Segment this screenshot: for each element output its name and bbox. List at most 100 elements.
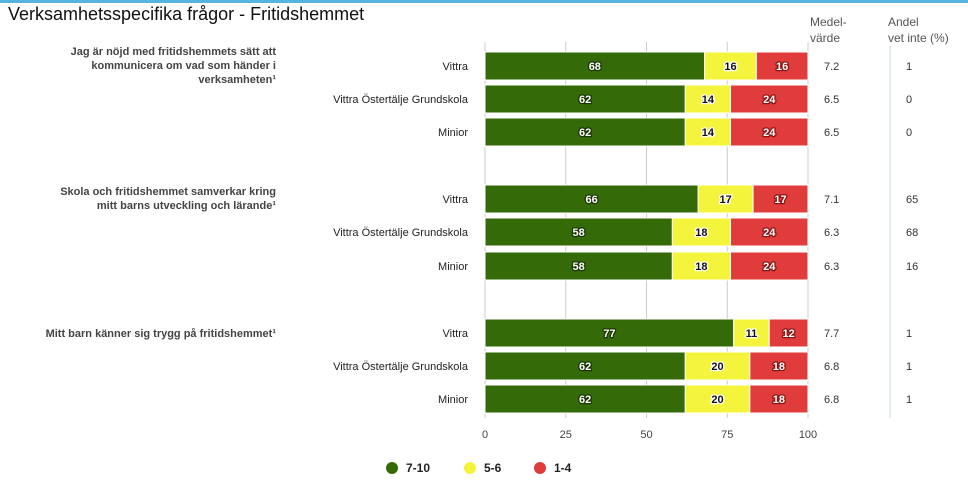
bar-segment-low	[752, 184, 809, 214]
group-label: Minior	[438, 394, 468, 406]
bar-value-label: 62	[579, 394, 591, 406]
dont-know-value: 0	[906, 94, 912, 106]
bar-segment-low	[749, 384, 809, 414]
mean-value: 6.3	[824, 227, 839, 239]
dont-know-value: 0	[906, 127, 912, 139]
group-label: Vittra	[443, 328, 469, 340]
bar-value-label: 62	[579, 361, 591, 373]
dont-know-value: 68	[906, 227, 918, 239]
dont-know-value: 1	[906, 61, 912, 73]
bar-segment-high	[484, 117, 686, 147]
dont-know-header-line-1: Andel	[888, 15, 919, 29]
bar-segment-mid	[697, 184, 754, 214]
question-text-line: Mitt barn känner sig trygg på fritidshem…	[46, 328, 277, 340]
x-tick-label: 0	[482, 429, 488, 441]
bar-segment-high	[484, 251, 673, 281]
bar-segment-low	[729, 217, 809, 247]
mean-value: 7.7	[824, 328, 839, 340]
dont-know-value: 1	[906, 394, 912, 406]
legend-label: 5-6	[484, 461, 502, 475]
mean-value: 7.2	[824, 61, 839, 73]
x-tick-label: 25	[560, 429, 572, 441]
bar-value-label: 18	[695, 227, 707, 239]
bar-segment-high	[484, 351, 686, 381]
bar-segment-high	[484, 84, 686, 114]
mean-header-line-1: Medel-	[810, 15, 847, 29]
group-label: Vittra	[443, 61, 469, 73]
group-label: Vittra Östertälje Grundskola	[333, 94, 469, 106]
mean-value: 6.5	[824, 94, 839, 106]
bar-value-label: 24	[763, 227, 776, 239]
question-text-line: Jag är nöjd med fritidshemmets sätt att	[71, 46, 277, 58]
bar-segment-high	[484, 184, 699, 214]
dont-know-header-line-2: vet inte (%)	[888, 31, 949, 45]
bar-value-label: 11	[746, 328, 758, 340]
question-text-line: kommunicera om vad som händer i	[91, 60, 276, 72]
bar-value-label: 18	[695, 261, 707, 273]
page-title: Verksamhetsspecifika frågor - Fritidshem…	[8, 4, 365, 24]
bar-value-label: 14	[702, 127, 715, 139]
bar-segment-low	[768, 318, 809, 348]
mean-column-header: Medel- värde	[810, 14, 847, 46]
dont-know-value: 1	[906, 361, 912, 373]
group-label: Vittra Östertälje Grundskola	[333, 227, 469, 239]
bar-value-label: 24	[763, 127, 776, 139]
dont-know-value: 16	[906, 261, 918, 273]
mean-value: 7.1	[824, 194, 839, 206]
bar-value-label: 16	[724, 61, 736, 73]
mean-value: 6.8	[824, 361, 839, 373]
mean-value: 6.8	[824, 394, 839, 406]
x-tick-label: 50	[640, 429, 652, 441]
group-label: Vittra	[443, 194, 469, 206]
bar-value-label: 18	[773, 394, 785, 406]
bar-segment-low	[729, 251, 809, 281]
bar-segment-mid	[684, 384, 751, 414]
bar-value-label: 58	[573, 261, 585, 273]
x-tick-label: 75	[721, 429, 733, 441]
bar-value-label: 66	[585, 194, 597, 206]
question-text-line: mitt barns utveckling och lärande¹	[97, 200, 276, 212]
dont-know-column-header: Andel vet inte (%)	[888, 14, 949, 46]
bar-segment-low	[755, 51, 809, 81]
group-label: Vittra Östertälje Grundskola	[333, 361, 469, 373]
question-text-line: Skola och fritidshemmet samverkar kring	[60, 186, 276, 198]
top-accent-rule	[0, 0, 968, 3]
bar-value-label: 62	[579, 94, 591, 106]
bar-segment-mid	[684, 117, 731, 147]
dont-know-value: 1	[906, 328, 912, 340]
bar-segment-high	[484, 384, 686, 414]
legend-marker-low	[534, 462, 546, 474]
mean-value: 6.3	[824, 261, 839, 273]
bar-value-label: 24	[763, 261, 776, 273]
mean-header-line-2: värde	[810, 31, 841, 45]
legend-label: 1-4	[554, 461, 572, 475]
legend-marker-mid	[464, 462, 476, 474]
bar-value-label: 18	[773, 361, 785, 373]
bar-value-label: 16	[776, 61, 788, 73]
legend-marker-high	[386, 462, 398, 474]
bar-value-label: 20	[711, 361, 723, 373]
bar-value-label: 20	[711, 394, 723, 406]
bar-value-label: 17	[720, 194, 732, 206]
bar-value-label: 12	[782, 328, 794, 340]
bar-segment-high	[484, 318, 735, 348]
bar-segment-low	[749, 351, 809, 381]
bar-value-label: 58	[573, 227, 585, 239]
bar-segment-low	[729, 84, 809, 114]
bar-value-label: 14	[702, 94, 715, 106]
question-text-line: verksamheten¹	[198, 74, 276, 86]
bar-value-label: 77	[603, 328, 615, 340]
mean-value: 6.5	[824, 127, 839, 139]
bar-value-label: 17	[774, 194, 786, 206]
bar-value-label: 68	[589, 61, 601, 73]
legend-label: 7-10	[406, 461, 430, 475]
bar-value-label: 24	[763, 94, 776, 106]
bar-segment-mid	[684, 84, 731, 114]
group-label: Minior	[438, 261, 468, 273]
bar-segment-low	[729, 117, 809, 147]
bar-segment-mid	[704, 51, 757, 81]
dont-know-value: 65	[906, 194, 918, 206]
x-tick-label: 100	[799, 429, 817, 441]
bar-value-label: 62	[579, 127, 591, 139]
